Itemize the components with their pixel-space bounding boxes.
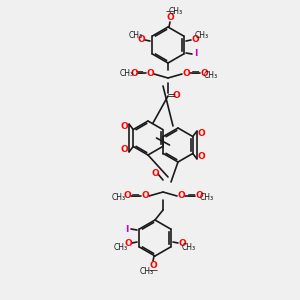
Text: O: O — [166, 14, 174, 22]
Text: =: = — [186, 191, 196, 201]
Text: O: O — [172, 92, 180, 100]
Text: —: — — [166, 8, 175, 16]
Text: O: O — [149, 260, 157, 269]
Text: O: O — [121, 146, 128, 154]
Text: CH₃: CH₃ — [129, 32, 143, 40]
Text: O: O — [178, 238, 186, 247]
Text: O: O — [124, 238, 132, 247]
Text: O: O — [146, 68, 154, 77]
Text: CH₃: CH₃ — [169, 7, 183, 16]
Text: CH₃: CH₃ — [204, 70, 218, 80]
Text: CH₃: CH₃ — [200, 194, 214, 202]
Text: I: I — [125, 224, 129, 233]
Text: O: O — [197, 152, 205, 161]
Text: =: = — [167, 91, 177, 101]
Text: CH₃: CH₃ — [195, 32, 209, 40]
Text: O: O — [141, 191, 149, 200]
Text: O: O — [130, 68, 138, 77]
Text: O: O — [123, 191, 131, 200]
Text: O: O — [195, 191, 203, 200]
Text: CH₃: CH₃ — [182, 242, 196, 251]
Text: CH₃: CH₃ — [114, 242, 128, 251]
Text: O: O — [151, 169, 159, 178]
Text: O: O — [177, 191, 185, 200]
Text: =: = — [191, 68, 201, 78]
Text: O: O — [182, 68, 190, 77]
Text: O: O — [200, 68, 208, 77]
Text: O: O — [191, 35, 199, 44]
Text: O: O — [121, 122, 128, 130]
Text: CH₃: CH₃ — [120, 68, 134, 77]
Text: CH₃: CH₃ — [112, 194, 126, 202]
Text: I: I — [194, 50, 198, 58]
Text: =: = — [135, 68, 145, 78]
Text: CH₃: CH₃ — [140, 268, 154, 277]
Text: O: O — [197, 129, 205, 138]
Text: =: = — [130, 191, 140, 201]
Text: O: O — [137, 35, 145, 44]
Text: —: — — [148, 266, 158, 275]
